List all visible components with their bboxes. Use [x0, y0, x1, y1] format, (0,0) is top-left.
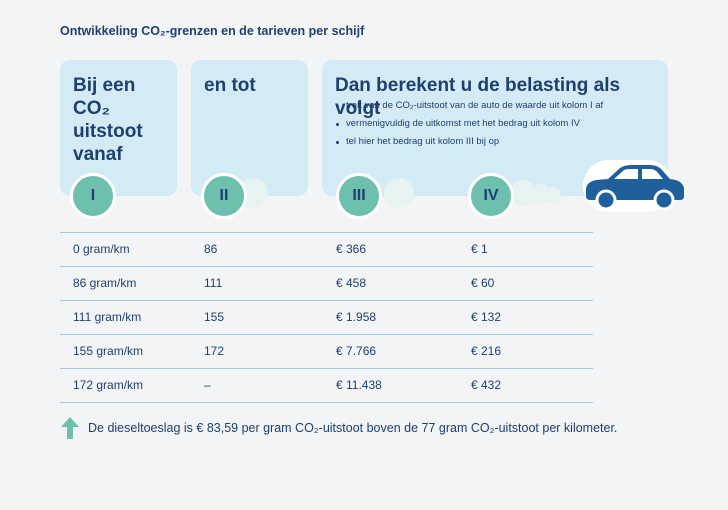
cell-to: 172 [204, 344, 225, 358]
column-header-to: en tot [191, 60, 308, 196]
table-row: 86 gram/km 111 € 458 € 60 [60, 266, 593, 300]
cell-base-amount: € 1.958 [336, 310, 377, 324]
table-row: 111 gram/km 155 € 1.958 € 132 [60, 300, 593, 334]
cell-base-amount: € 458 [336, 276, 367, 290]
cell-to: 155 [204, 310, 225, 324]
cloud-decoration [384, 178, 414, 208]
table-row: 155 gram/km 172 € 7.766 € 216 [60, 334, 593, 368]
cell-rate: € 1 [471, 242, 488, 256]
cell-from: 155 gram/km [73, 344, 144, 358]
car-icon [586, 165, 684, 211]
cell-from: 86 gram/km [73, 276, 137, 290]
page-title: Ontwikkeling CO₂-grenzen en de tarieven … [60, 24, 365, 38]
cell-rate: € 60 [471, 276, 495, 290]
instruction-item: tel hier het bedrag uit kolom III bij op [336, 136, 603, 148]
table-row: 172 gram/km – € 11.438 € 432 [60, 368, 593, 403]
column-badge-iv: IV [468, 173, 514, 219]
cell-rate: € 432 [471, 378, 502, 392]
diesel-note: De dieseltoeslag is € 83,59 per gram CO₂… [60, 416, 617, 440]
column-heading-from: Bij een CO₂ uitstoot vanaf [73, 75, 143, 165]
cell-base-amount: € 11.438 [336, 378, 382, 392]
table-row: 0 gram/km 86 € 366 € 1 [60, 232, 593, 266]
column-heading-calculation: Dan berekent u de belasting als volgt [335, 75, 621, 119]
cell-rate: € 216 [471, 344, 502, 358]
cell-base-amount: € 7.766 [336, 344, 377, 358]
column-header-from: Bij een CO₂ uitstoot vanaf [60, 60, 177, 196]
column-heading-to: en tot [204, 75, 256, 96]
column-badge-iii: III [336, 173, 382, 219]
cell-base-amount: € 366 [336, 242, 367, 256]
arrow-up-icon [61, 417, 79, 439]
column-badge-ii: II [201, 173, 247, 219]
cell-rate: € 132 [471, 310, 502, 324]
column-badge-i: I [70, 173, 116, 219]
cell-from: 0 gram/km [73, 242, 130, 256]
cloud-decoration [545, 187, 561, 203]
instruction-item: vermenigvuldig de uitkomst met het bedra… [336, 118, 603, 130]
cell-to: – [204, 378, 211, 392]
instruction-item: trek van de CO₂-uitstoot van de auto de … [336, 100, 603, 112]
cell-from: 172 gram/km [73, 378, 144, 392]
diesel-note-text: De dieseltoeslag is € 83,59 per gram CO₂… [88, 421, 618, 435]
cell-to: 111 [204, 276, 223, 290]
cell-to: 86 [204, 242, 218, 256]
cloud-decoration [530, 184, 550, 204]
cell-from: 111 gram/km [73, 310, 142, 324]
instruction-list: trek van de CO₂-uitstoot van de auto de … [336, 100, 603, 154]
rate-table: 0 gram/km 86 € 366 € 1 86 gram/km 111 € … [60, 232, 593, 403]
